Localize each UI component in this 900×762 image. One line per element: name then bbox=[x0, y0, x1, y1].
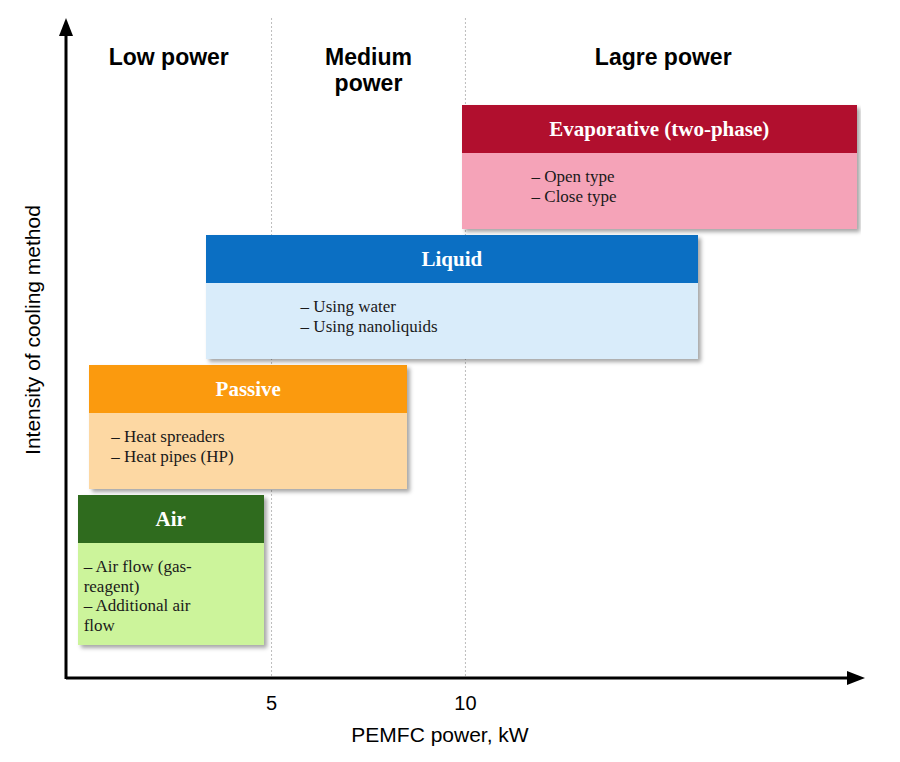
plot-area: Air– Air flow (gas-reagent)– Additional … bbox=[66, 0, 861, 678]
box-body: – Air flow (gas-reagent)– Additional air… bbox=[78, 543, 264, 645]
y-axis bbox=[65, 32, 68, 679]
x-tick-label: 10 bbox=[454, 692, 476, 714]
range-bar: Air– Air flow (gas-reagent)– Additional … bbox=[78, 495, 264, 645]
box-item: – Air flow (gas-reagent) bbox=[84, 557, 224, 596]
region-label: Low power bbox=[96, 44, 242, 70]
stage: 5 10 PEMFC power, kW Intensity of cooling m… bbox=[0, 0, 900, 762]
box-item: – Using water bbox=[301, 297, 661, 317]
box-header: Evaporative (two-phase) bbox=[462, 105, 858, 153]
region-label: Lagre power bbox=[495, 44, 831, 70]
box-body: – Open type– Close type bbox=[462, 153, 858, 229]
box-item: – Additional air flow bbox=[84, 596, 224, 635]
x-tick-label: 5 bbox=[266, 692, 277, 714]
box-item: – Using nanoliquids bbox=[301, 317, 661, 337]
box-header: Liquid bbox=[206, 235, 699, 283]
region-label: Medium power bbox=[302, 44, 436, 96]
box-header: Air bbox=[78, 495, 264, 543]
box-item: – Heat spreaders bbox=[111, 427, 371, 447]
range-bar: Liquid– Using water– Using nanoliquids bbox=[206, 235, 699, 359]
box-body: – Heat spreaders– Heat pipes (HP) bbox=[89, 413, 407, 489]
range-bar: Evaporative (two-phase)– Open type– Clos… bbox=[462, 105, 858, 229]
box-item: – Heat pipes (HP) bbox=[111, 447, 371, 467]
box-item: – Open type bbox=[532, 167, 832, 187]
range-bar: Passive– Heat spreaders– Heat pipes (HP) bbox=[89, 365, 407, 489]
box-header: Passive bbox=[89, 365, 407, 413]
y-axis-label: Intensity of cooling method bbox=[21, 205, 44, 455]
x-axis-arrow bbox=[847, 671, 865, 685]
x-axis-label: PEMFC power, kW bbox=[351, 723, 529, 746]
box-item: – Close type bbox=[532, 187, 832, 207]
y-axis-arrow bbox=[59, 18, 73, 36]
x-axis bbox=[66, 677, 853, 680]
box-body: – Using water– Using nanoliquids bbox=[206, 283, 699, 359]
